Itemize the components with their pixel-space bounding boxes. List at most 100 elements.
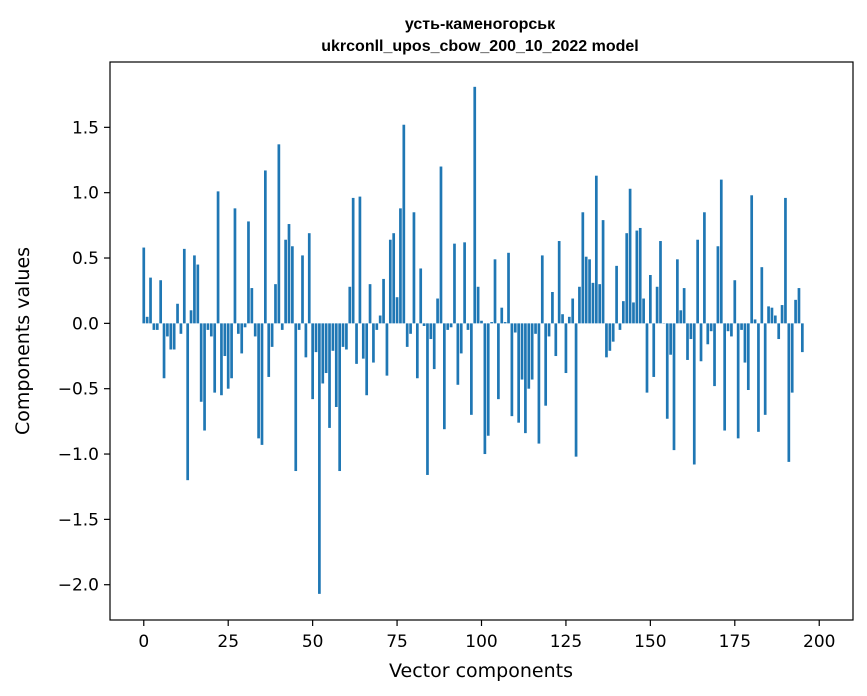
bar-53: [321, 323, 325, 384]
bar-181: [753, 319, 757, 324]
bar-49: [307, 233, 311, 324]
bar-60: [345, 323, 348, 350]
bar-41: [280, 323, 284, 330]
bar-118: [540, 255, 544, 324]
y-tick-label: 1.0: [72, 184, 99, 204]
bar-70: [378, 315, 382, 324]
bar-77: [402, 124, 406, 324]
bar-82: [419, 268, 423, 324]
bar-194: [797, 288, 801, 324]
bar-171: [719, 179, 723, 324]
bar-106: [500, 307, 504, 324]
bar-161: [686, 323, 689, 360]
bar-18: [203, 323, 206, 431]
bar-111: [517, 323, 520, 423]
bar-192: [790, 323, 794, 393]
bar-66: [365, 323, 369, 396]
bar-2: [149, 277, 152, 324]
bar-92: [453, 243, 456, 324]
bar-84: [426, 323, 429, 475]
bar-195: [800, 323, 804, 353]
bar-29: [240, 323, 244, 354]
y-tick-label: −1.0: [58, 445, 99, 465]
bar-104: [493, 259, 497, 324]
bar-107: [503, 322, 507, 324]
bar-48: [304, 323, 308, 358]
bar-120: [547, 323, 551, 337]
bar-123: [557, 241, 561, 324]
bar-58: [338, 323, 341, 472]
bar-183: [760, 267, 764, 324]
bar-31: [247, 221, 250, 324]
bar-128: [574, 323, 578, 457]
bar-25: [226, 323, 230, 389]
bar-76: [399, 208, 402, 324]
bar-93: [456, 323, 460, 385]
bar-100: [480, 320, 483, 324]
bar-148: [642, 298, 645, 324]
bar-102: [486, 323, 490, 436]
bar-62: [351, 197, 355, 324]
bar-144: [628, 188, 632, 324]
bar-87: [436, 298, 439, 324]
plot-frame: [109, 61, 854, 621]
bar-81: [415, 323, 419, 379]
x-tick-label: 50: [302, 632, 324, 652]
x-tick-label: 100: [465, 632, 497, 652]
bar-180: [750, 195, 754, 324]
bar-101: [483, 323, 487, 455]
bar-149: [645, 323, 649, 393]
bar-116: [534, 323, 537, 334]
bar-51: [314, 323, 318, 353]
bar-33: [253, 323, 257, 337]
x-tick-label: 200: [803, 632, 835, 652]
bar-54: [324, 323, 328, 374]
bars-group: [142, 86, 804, 594]
bar-147: [638, 227, 642, 324]
bar-42: [284, 239, 287, 324]
bar-14: [189, 310, 193, 324]
bar-185: [767, 306, 770, 324]
bar-27: [233, 208, 237, 324]
bar-179: [746, 323, 750, 391]
bar-173: [726, 323, 730, 332]
bar-71: [382, 278, 385, 324]
bar-98: [473, 86, 477, 324]
bar-191: [787, 323, 791, 462]
bar-37: [267, 323, 271, 377]
x-tick-label: 125: [550, 632, 582, 652]
y-tick-label: −0.5: [58, 380, 99, 400]
bar-0: [142, 247, 146, 324]
bar-30: [243, 323, 247, 328]
bar-45: [294, 323, 298, 472]
bar-65: [361, 323, 365, 359]
bar-142: [621, 301, 625, 324]
bar-138: [608, 323, 612, 351]
bar-164: [696, 239, 699, 324]
chart-title: усть-каменогорськ: [405, 16, 556, 33]
bar-35: [260, 323, 264, 445]
bar-145: [632, 302, 635, 324]
bar-175: [733, 280, 737, 324]
bar-114: [527, 323, 531, 389]
bar-139: [611, 323, 615, 342]
bar-7: [166, 323, 169, 337]
bar-125: [564, 323, 568, 374]
bar-55: [328, 323, 331, 428]
bar-80: [412, 212, 416, 324]
bar-61: [348, 286, 352, 324]
bar-88: [439, 166, 443, 324]
bar-158: [676, 259, 679, 324]
bar-26: [230, 323, 233, 379]
bar-39: [274, 284, 277, 324]
bar-68: [372, 323, 375, 363]
bar-110: [513, 323, 517, 333]
bar-117: [537, 323, 541, 444]
bar-94: [459, 323, 463, 354]
bar-28: [236, 323, 240, 334]
bar-170: [716, 246, 720, 324]
bar-151: [652, 323, 656, 377]
bar-79: [409, 323, 412, 334]
bar-11: [179, 323, 183, 334]
bar-126: [567, 316, 571, 324]
